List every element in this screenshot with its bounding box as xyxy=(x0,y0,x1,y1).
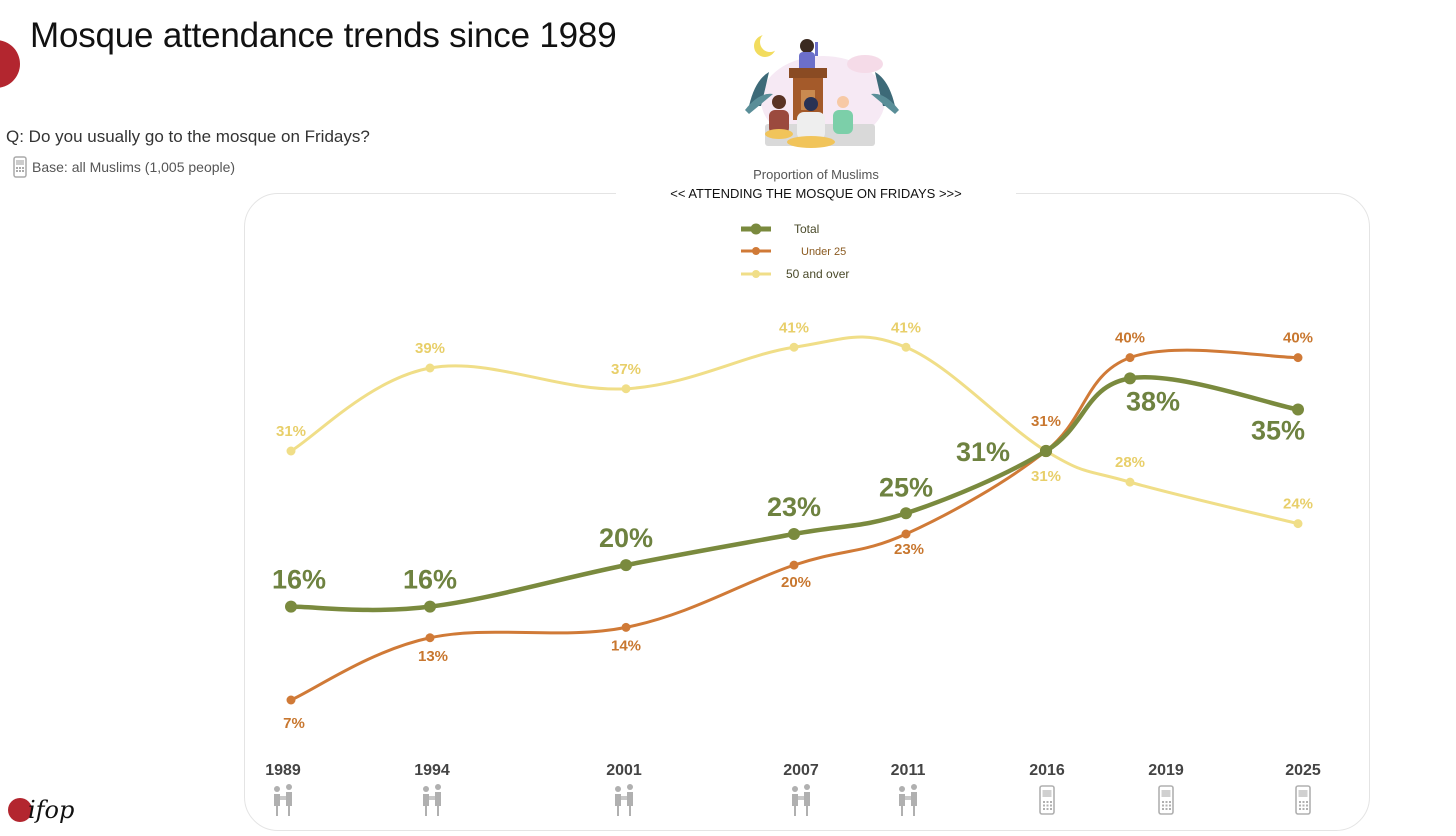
x-tick-label-2025: 2025 xyxy=(1285,762,1321,779)
data-label-total-2025: 35% xyxy=(1251,416,1305,446)
x-tick-label-2001: 2001 xyxy=(606,762,642,779)
legend-label-total: Total xyxy=(794,222,819,236)
data-point-under25-2001 xyxy=(621,622,631,632)
legend-item-under25: Under 25 xyxy=(741,246,846,258)
ifop-logo: ifop xyxy=(8,796,74,824)
x-tick-label-2007: 2007 xyxy=(783,762,819,779)
legend-item-over50: 50 and over xyxy=(741,267,849,281)
data-point-over50-1989 xyxy=(286,446,296,456)
data-point-total-1994 xyxy=(424,600,436,613)
data-label-over50-1989: 31% xyxy=(276,423,306,440)
logo-dot xyxy=(8,798,32,822)
data-point-over50-2007 xyxy=(789,342,799,352)
legend-marker-under25 xyxy=(752,247,760,255)
data-label-over50-1994: 39% xyxy=(415,340,445,357)
data-point-total-2025 xyxy=(1292,403,1304,416)
phone-icon xyxy=(1158,785,1174,815)
data-point-under25-1994 xyxy=(425,633,435,643)
survey-base: Base: all Muslims (1,005 people) xyxy=(12,156,235,178)
x-tick-label-2011: 2011 xyxy=(891,762,926,779)
plot-area: 31% 39% 37% 41% 41% 31% 28% 24% 7% 13% 14% 20% 23% 31… xyxy=(265,319,1321,816)
data-point-total-2011 xyxy=(900,507,912,520)
interview-icon xyxy=(792,784,810,816)
x-tick-label-2019: 2019 xyxy=(1148,762,1184,779)
x-tick-label-1989: 1989 xyxy=(265,762,301,779)
legend-marker-over50 xyxy=(752,270,760,278)
logo-text: ifop xyxy=(28,796,75,824)
data-label-under25-2001: 14% xyxy=(611,637,641,654)
legend-label-over50: 50 and over xyxy=(786,267,849,281)
series-line-under25 xyxy=(289,348,1300,702)
data-point-total-2001 xyxy=(620,559,632,572)
data-point-over50-2011 xyxy=(901,342,911,352)
phone-icon xyxy=(13,156,27,178)
legend-item-total: Total xyxy=(741,222,819,236)
interview-icon xyxy=(899,784,917,816)
interview-icon xyxy=(423,784,441,816)
chart-legend: Total Under 25 50 and over xyxy=(741,222,849,281)
data-label-over50-2019: 28% xyxy=(1115,454,1145,471)
data-label-under25-2016: 31% xyxy=(1031,413,1061,430)
data-label-total-1994: 16% xyxy=(403,565,457,595)
data-point-over50-2001 xyxy=(621,384,631,394)
data-label-over50-2007: 41% xyxy=(779,319,809,336)
page-title: Mosque attendance trends since 1989 xyxy=(30,16,617,55)
data-point-under25-2011 xyxy=(901,529,911,539)
data-label-under25-2007: 20% xyxy=(781,574,811,591)
data-point-under25-1989 xyxy=(286,695,296,705)
mosque-sermon-illustration-icon xyxy=(745,32,899,148)
data-point-under25-2007 xyxy=(789,560,799,570)
phone-icon xyxy=(1039,785,1055,815)
interview-icon xyxy=(274,784,292,816)
series-line-over50 xyxy=(289,335,1300,526)
data-point-over50-1994 xyxy=(425,363,435,373)
data-point-total-2016 xyxy=(1040,445,1052,457)
data-label-total-2001: 20% xyxy=(599,523,653,553)
data-label-total-2011: 25% xyxy=(879,472,933,502)
data-point-over50-2019 xyxy=(1125,477,1135,487)
data-label-total-2016: 31% xyxy=(956,437,1010,467)
data-label-over50-2016: 31% xyxy=(1031,468,1061,485)
data-label-total-2019: 38% xyxy=(1126,386,1180,416)
data-label-under25-1994: 13% xyxy=(418,648,448,665)
data-point-over50-2025 xyxy=(1293,519,1303,529)
data-label-total-1989: 16% xyxy=(272,565,326,595)
data-label-over50-2025: 24% xyxy=(1283,496,1313,513)
legend-marker-total xyxy=(750,223,762,235)
data-label-over50-2001: 37% xyxy=(611,361,641,378)
survey-question: Q: Do you usually go to the mosque on Fr… xyxy=(6,127,370,146)
data-label-under25-2011: 23% xyxy=(894,541,924,558)
x-tick-label-1994: 1994 xyxy=(414,762,450,779)
chart-title: << ATTENDING THE MOSQUE ON FRIDAYS >>> xyxy=(616,186,1016,201)
interview-icon xyxy=(615,784,633,816)
chart-subtitle: Proportion of Muslims xyxy=(753,167,879,182)
data-label-under25-2025: 40% xyxy=(1283,330,1313,347)
data-point-under25-2025 xyxy=(1293,353,1303,363)
data-point-under25-2019 xyxy=(1125,353,1135,363)
data-label-total-2007: 23% xyxy=(767,492,821,522)
x-tick-label-2016: 2016 xyxy=(1029,762,1065,779)
data-label-over50-2011: 41% xyxy=(891,319,921,336)
data-label-under25-2019: 40% xyxy=(1115,330,1145,347)
legend-label-under25: Under 25 xyxy=(801,246,846,258)
data-point-total-2007 xyxy=(788,528,800,540)
survey-base-text: Base: all Muslims (1,005 people) xyxy=(32,159,236,175)
data-label-under25-1989: 7% xyxy=(283,715,305,732)
brand-dot xyxy=(0,40,20,88)
phone-icon xyxy=(1295,785,1311,815)
data-point-total-1989 xyxy=(285,600,297,613)
data-point-total-2019 xyxy=(1124,372,1136,385)
